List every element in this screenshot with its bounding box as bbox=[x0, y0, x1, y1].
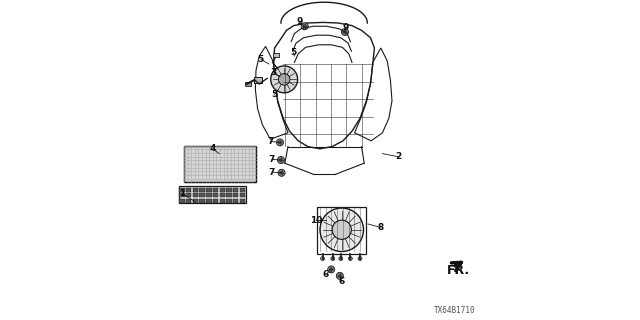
FancyBboxPatch shape bbox=[184, 146, 256, 182]
Bar bbox=[245, 82, 251, 86]
Circle shape bbox=[332, 220, 351, 239]
Bar bbox=[233, 188, 238, 192]
Text: 9: 9 bbox=[296, 17, 302, 26]
Circle shape bbox=[331, 257, 335, 260]
Bar bbox=[193, 199, 198, 203]
Bar bbox=[233, 193, 238, 197]
Circle shape bbox=[343, 30, 347, 34]
Bar bbox=[200, 188, 205, 192]
Text: 7: 7 bbox=[269, 168, 275, 177]
Circle shape bbox=[276, 139, 284, 146]
Circle shape bbox=[337, 272, 344, 279]
Circle shape bbox=[278, 156, 285, 164]
Circle shape bbox=[339, 274, 342, 277]
Bar bbox=[240, 193, 245, 197]
Bar bbox=[200, 199, 205, 203]
Text: 5: 5 bbox=[291, 48, 296, 57]
Circle shape bbox=[321, 257, 324, 260]
Circle shape bbox=[330, 268, 333, 271]
Bar bbox=[193, 188, 198, 192]
Bar bbox=[179, 188, 184, 192]
Bar bbox=[212, 188, 218, 192]
Bar bbox=[186, 188, 191, 192]
Circle shape bbox=[301, 23, 308, 30]
Bar bbox=[179, 193, 184, 197]
Text: 10: 10 bbox=[310, 216, 323, 225]
Text: FR.: FR. bbox=[447, 264, 470, 277]
Text: 4: 4 bbox=[210, 144, 216, 153]
Bar bbox=[206, 193, 211, 197]
Bar bbox=[212, 193, 218, 197]
Circle shape bbox=[278, 169, 285, 176]
Circle shape bbox=[339, 257, 343, 260]
Text: 6: 6 bbox=[339, 277, 345, 286]
Text: 1: 1 bbox=[179, 189, 185, 198]
Bar bbox=[206, 188, 211, 192]
Bar bbox=[193, 193, 198, 197]
Bar bbox=[227, 188, 232, 192]
Bar bbox=[212, 199, 218, 203]
Bar bbox=[206, 199, 211, 203]
Bar bbox=[220, 199, 225, 203]
Circle shape bbox=[280, 171, 284, 174]
Text: 5: 5 bbox=[258, 55, 264, 64]
Text: TX64B1710: TX64B1710 bbox=[433, 306, 475, 315]
Circle shape bbox=[280, 158, 283, 162]
Text: 2: 2 bbox=[396, 152, 401, 161]
Circle shape bbox=[358, 257, 362, 260]
Text: 5: 5 bbox=[271, 90, 278, 99]
Bar bbox=[240, 188, 245, 192]
Circle shape bbox=[342, 28, 348, 36]
Bar bbox=[200, 193, 205, 197]
Text: 7: 7 bbox=[269, 155, 275, 164]
Bar bbox=[179, 186, 246, 203]
Bar bbox=[186, 199, 191, 203]
Bar bbox=[240, 199, 245, 203]
Bar bbox=[179, 199, 184, 203]
Circle shape bbox=[278, 74, 290, 85]
Bar bbox=[220, 188, 225, 192]
Bar bbox=[273, 53, 279, 57]
Circle shape bbox=[328, 266, 335, 273]
Bar bbox=[233, 199, 238, 203]
Bar bbox=[227, 193, 232, 197]
Circle shape bbox=[303, 25, 307, 28]
Text: 9: 9 bbox=[342, 23, 349, 32]
Bar bbox=[184, 146, 256, 182]
Circle shape bbox=[348, 257, 352, 260]
Text: 7: 7 bbox=[268, 137, 273, 146]
Bar bbox=[220, 193, 225, 197]
Text: 6: 6 bbox=[323, 270, 329, 279]
Text: 3: 3 bbox=[271, 68, 276, 76]
Circle shape bbox=[278, 141, 282, 144]
Bar bbox=[227, 199, 232, 203]
Text: 8: 8 bbox=[377, 223, 383, 232]
Circle shape bbox=[320, 208, 364, 252]
Circle shape bbox=[271, 66, 298, 93]
Bar bbox=[186, 193, 191, 197]
Bar bbox=[254, 77, 262, 83]
